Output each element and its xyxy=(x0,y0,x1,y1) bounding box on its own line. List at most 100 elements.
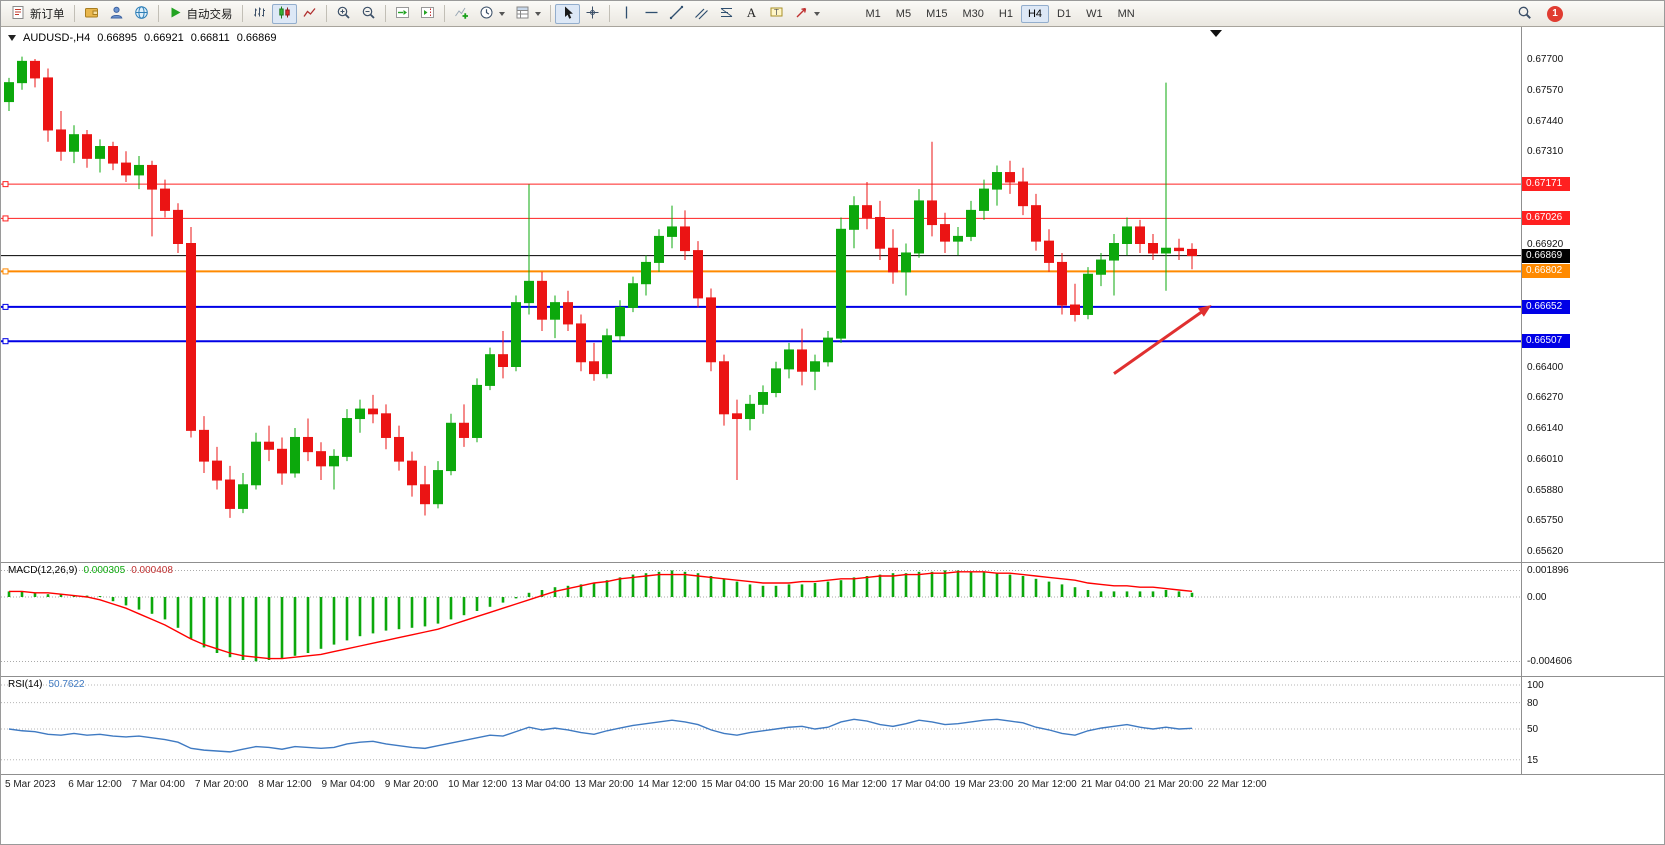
timeframe-m30[interactable]: M30 xyxy=(962,7,984,20)
macd-name: MACD(12,26,9) xyxy=(8,565,78,576)
chart-title: AUDUSD-,H4 0.66895 0.66921 0.66811 0.668… xyxy=(8,32,276,44)
candle xyxy=(1083,273,1093,315)
macd-axis[interactable]: 0.001896 0.00 -0.004606 xyxy=(1522,563,1664,676)
rsi-label: RSI(14) 50.7622 xyxy=(8,679,85,690)
candle xyxy=(966,209,976,237)
candle xyxy=(693,250,703,299)
dropdown-caret-icon xyxy=(813,11,820,16)
rsi-axis[interactable]: 100 80 50 15 xyxy=(1522,677,1664,774)
collapse-indicator-icon[interactable] xyxy=(8,35,16,41)
candle xyxy=(329,455,339,467)
time-label: 6 Mar 12:00 xyxy=(68,779,122,790)
auto-scroll-button[interactable] xyxy=(390,4,415,24)
auto-trading-button[interactable]: 自动交易 xyxy=(163,4,238,24)
indicators-button[interactable] xyxy=(449,4,474,24)
chart-shift-button[interactable] xyxy=(415,4,440,24)
candle xyxy=(602,335,612,375)
search-button[interactable] xyxy=(1512,4,1537,24)
timeframe-m15[interactable]: M15 xyxy=(926,7,948,20)
time-label: 14 Mar 12:00 xyxy=(638,779,697,790)
toolbar-separator xyxy=(73,5,75,22)
line-anchor[interactable] xyxy=(2,268,9,275)
zoom-in-button[interactable] xyxy=(331,4,356,24)
notification-badge[interactable]: 1 xyxy=(1547,5,1563,22)
ohlc-high: 0.66921 xyxy=(144,32,184,44)
auto-scroll-icon xyxy=(395,5,410,23)
globe-button[interactable] xyxy=(129,4,154,24)
text-icon: A xyxy=(744,5,759,23)
zoom-in-icon xyxy=(336,5,351,23)
zoom-out-button[interactable] xyxy=(356,4,381,24)
macd-axis-label: -0.004606 xyxy=(1527,656,1573,668)
text-button[interactable]: A xyxy=(739,4,764,24)
zoom-out-icon xyxy=(361,5,376,23)
rsi-axis-label: 50 xyxy=(1527,724,1539,735)
candle xyxy=(472,384,482,438)
auto-trading-label: 自动交易 xyxy=(186,8,233,21)
candle xyxy=(342,418,352,457)
line-anchor[interactable] xyxy=(2,303,9,310)
candle xyxy=(654,235,664,263)
timeframe-m5[interactable]: M5 xyxy=(895,7,912,20)
bar-chart-button[interactable] xyxy=(247,4,272,24)
horizontal-line-button[interactable] xyxy=(639,4,664,24)
search-icon xyxy=(1517,5,1532,23)
candle xyxy=(43,77,53,131)
candle xyxy=(550,302,560,320)
macd-chart[interactable] xyxy=(1,563,1521,676)
line-anchor[interactable] xyxy=(2,338,9,345)
wallet-button[interactable] xyxy=(79,4,104,24)
text-label-button[interactable]: T xyxy=(764,4,789,24)
toolbar-separator xyxy=(549,5,551,22)
timeframe-m1[interactable]: M1 xyxy=(865,7,881,20)
candlestick-chart[interactable] xyxy=(1,27,1521,562)
candle xyxy=(420,484,430,505)
line-chart-button[interactable] xyxy=(297,4,322,24)
ohlc-low: 0.66811 xyxy=(190,32,230,44)
user-button[interactable] xyxy=(104,4,129,24)
fibonacci-button[interactable] xyxy=(714,4,739,24)
candle xyxy=(355,408,365,420)
timeframe-d1[interactable]: D1 xyxy=(1057,7,1072,20)
timeframe-w1[interactable]: W1 xyxy=(1086,7,1103,20)
rsi-name: RSI(14) xyxy=(8,679,43,690)
timeframe-h4[interactable]: H4 xyxy=(1020,4,1049,23)
time-label: 16 Mar 12:00 xyxy=(827,779,887,790)
candle xyxy=(1018,181,1028,207)
crosshair-button[interactable] xyxy=(580,4,605,24)
candle xyxy=(277,448,287,474)
panel-separator[interactable] xyxy=(1,562,1664,563)
candle xyxy=(1148,243,1158,254)
periods-button[interactable] xyxy=(474,4,510,24)
candlestick-button[interactable] xyxy=(271,3,297,24)
cursor-button[interactable] xyxy=(554,3,580,24)
panel-separator[interactable] xyxy=(1,676,1664,677)
timeframe-group: M1 M5 M15 M30 H1 H4 D1 W1 MN xyxy=(859,4,1142,23)
text-label-icon: T xyxy=(769,5,784,23)
trend-arrow-head[interactable] xyxy=(1197,305,1212,317)
candle xyxy=(732,413,742,420)
line-anchor[interactable] xyxy=(2,215,9,222)
user-icon xyxy=(109,5,124,23)
time-axis[interactable]: 5 Mar 2023 6 Mar 12:00 7 Mar 04:00 7 Mar 20… xyxy=(1,775,1664,797)
trendline-icon xyxy=(669,5,684,23)
candle xyxy=(901,252,911,273)
candle xyxy=(940,224,950,242)
candle xyxy=(875,216,885,249)
new-order-button[interactable]: 新订单 xyxy=(6,4,70,24)
trendline-button[interactable] xyxy=(664,4,689,24)
price-axis[interactable]: 0.67700 0.67570 0.67440 0.67310 0.66920 0.664… xyxy=(1522,27,1664,562)
arrows-tool-button[interactable] xyxy=(789,4,825,24)
chart-shift-marker[interactable] xyxy=(1210,30,1222,37)
timeframe-h1[interactable]: H1 xyxy=(998,7,1013,20)
time-label: 17 Mar 04:00 xyxy=(891,779,951,790)
candle xyxy=(251,441,261,486)
equidistant-channel-button[interactable] xyxy=(689,4,714,24)
rsi-chart[interactable] xyxy=(1,677,1521,774)
trend-arrow[interactable] xyxy=(1113,308,1206,375)
line-anchor[interactable] xyxy=(2,181,9,188)
templates-button[interactable] xyxy=(510,4,546,24)
vertical-line-button[interactable] xyxy=(614,4,639,24)
timeframe-mn[interactable]: MN xyxy=(1117,7,1135,20)
